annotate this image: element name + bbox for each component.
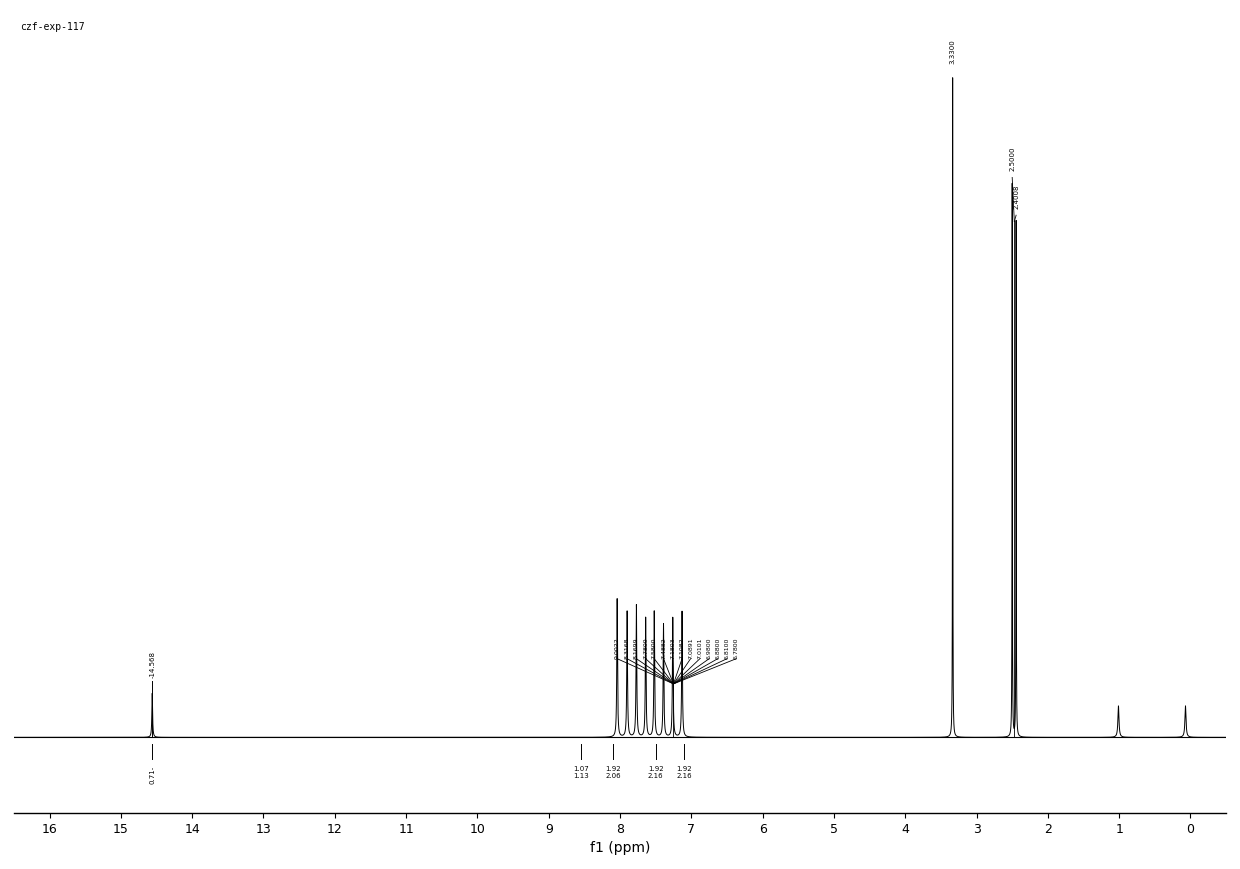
X-axis label: f1 (ppm): f1 (ppm) [590, 841, 650, 855]
Text: 6.9800: 6.9800 [707, 637, 712, 659]
Text: 2.4008: 2.4008 [1013, 184, 1019, 209]
Text: 2.5000: 2.5000 [1009, 147, 1016, 171]
Text: 7.5800: 7.5800 [652, 637, 657, 659]
Text: 9.0022: 9.0022 [615, 637, 620, 659]
Text: -14.568: -14.568 [149, 651, 155, 678]
Text: 7.1803: 7.1803 [671, 637, 676, 659]
Text: 8.3168: 8.3168 [625, 637, 630, 659]
Text: 1.92
2.16: 1.92 2.16 [676, 766, 692, 779]
Text: 7.4882: 7.4882 [661, 637, 666, 659]
Text: 0.71-: 0.71- [149, 766, 155, 784]
Text: 7.7809: 7.7809 [644, 637, 649, 659]
Text: czf-exp-117: czf-exp-117 [20, 22, 84, 32]
Text: 1.07
1.13: 1.07 1.13 [573, 766, 589, 779]
Text: 8.1699: 8.1699 [634, 637, 639, 659]
Text: 6.8100: 6.8100 [724, 637, 729, 659]
Text: 1.92
2.06: 1.92 2.06 [605, 766, 621, 779]
Text: 3.3300: 3.3300 [950, 39, 956, 64]
Text: 7.0891: 7.0891 [688, 637, 693, 659]
Text: 6.8800: 6.8800 [715, 637, 720, 659]
Text: 7.1082: 7.1082 [680, 637, 684, 659]
Text: 1.92
2.16: 1.92 2.16 [647, 766, 663, 779]
Text: 6.7800: 6.7800 [734, 637, 739, 659]
Text: 7.0101: 7.0101 [697, 637, 702, 659]
